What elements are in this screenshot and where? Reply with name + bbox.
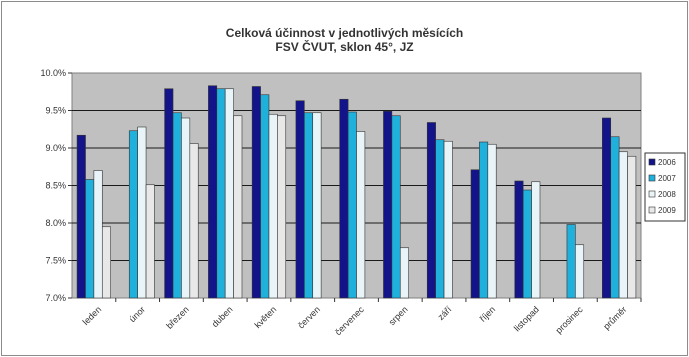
bar-2007-5 — [304, 112, 314, 299]
bar-2007-12 — [610, 136, 620, 299]
bar-2007-2 — [172, 112, 182, 299]
legend-swatch-2007 — [648, 174, 656, 182]
bar-2008-8 — [443, 140, 453, 299]
bar-2008-9 — [487, 143, 497, 299]
bar-2006-2 — [164, 88, 174, 299]
bar-2007-3 — [216, 88, 226, 299]
x-category-label: únor — [127, 304, 147, 324]
legend-label-2009: 2009 — [658, 206, 676, 215]
bar-2006-9 — [470, 169, 480, 299]
bar-2007-9 — [479, 141, 489, 299]
bar-2006-3 — [208, 85, 218, 299]
chart-title: Celková účinnost v jednotlivých měsících… — [2, 26, 687, 54]
bar-2009-12 — [627, 155, 637, 299]
bar-2007-8 — [435, 139, 445, 299]
bar-2009-0 — [101, 226, 111, 299]
y-tick-label: 9.5% — [45, 106, 66, 116]
bar-2007-0 — [85, 179, 95, 299]
y-tick-label: 8.5% — [45, 181, 66, 191]
bar-2007-10 — [522, 189, 532, 299]
bar-2009-1 — [145, 184, 155, 299]
legend-swatch-2009 — [648, 206, 656, 214]
bar-2008-3 — [224, 88, 234, 299]
bar-2006-6 — [339, 98, 349, 299]
x-category-label: prosinec — [554, 304, 585, 335]
bar-2008-5 — [312, 112, 322, 299]
y-tick-label: 7.5% — [45, 256, 66, 266]
x-category-label: říjen — [478, 304, 497, 323]
bar-2008-10 — [531, 181, 541, 299]
bar-2008-11 — [575, 244, 585, 299]
x-category-label: srpen — [387, 304, 410, 327]
legend-label-2008: 2008 — [658, 190, 676, 199]
bar-2009-3 — [233, 115, 243, 299]
bar-2007-7 — [391, 115, 401, 299]
x-category-label: květen — [253, 304, 279, 330]
y-tick-label: 10.0% — [40, 68, 66, 78]
bar-2007-4 — [260, 94, 270, 299]
chart-title-line-2: FSV ČVUT, sklon 45°, JZ — [275, 40, 414, 54]
x-category-label: březen — [164, 304, 191, 331]
x-category-label: červen — [296, 304, 322, 330]
chart-title-line-1: Celková účinnost v jednotlivých měsících — [225, 26, 464, 40]
bar-2007-1 — [128, 130, 138, 299]
bar-2008-2 — [181, 117, 191, 299]
bar-2007-11 — [566, 224, 576, 299]
y-tick-label: 8.0% — [45, 218, 66, 228]
bar-2008-1 — [137, 126, 147, 299]
y-tick-label: 9.0% — [45, 143, 66, 153]
bar-2006-8 — [426, 122, 436, 299]
bar-2008-7 — [399, 247, 409, 299]
x-category-label: červenec — [333, 304, 366, 337]
x-category-label: průměr — [601, 304, 628, 331]
legend-swatch-2006 — [648, 158, 656, 166]
bar-2006-12 — [602, 117, 612, 299]
y-tick-label: 7.0% — [45, 293, 66, 303]
bar-2008-4 — [268, 113, 278, 299]
legend-swatch-2008 — [648, 190, 656, 198]
x-category-label: leden — [81, 304, 104, 327]
bar-2006-4 — [251, 86, 261, 299]
bar-2008-12 — [618, 151, 628, 299]
x-category-label: září — [436, 304, 454, 322]
bar-2006-5 — [295, 100, 305, 299]
bar-2007-6 — [347, 111, 357, 299]
bar-2008-0 — [93, 170, 103, 299]
bar-2006-0 — [76, 134, 86, 299]
x-category-label: duben — [210, 304, 235, 329]
bar-2008-6 — [356, 131, 366, 299]
legend-label-2007: 2007 — [658, 174, 676, 183]
bar-2009-4 — [277, 115, 287, 299]
bar-2006-7 — [383, 110, 393, 299]
bar-2009-2 — [189, 143, 199, 299]
legend-label-2006: 2006 — [658, 158, 676, 167]
x-category-label: listopad — [512, 304, 541, 333]
bar-2006-10 — [514, 180, 524, 299]
